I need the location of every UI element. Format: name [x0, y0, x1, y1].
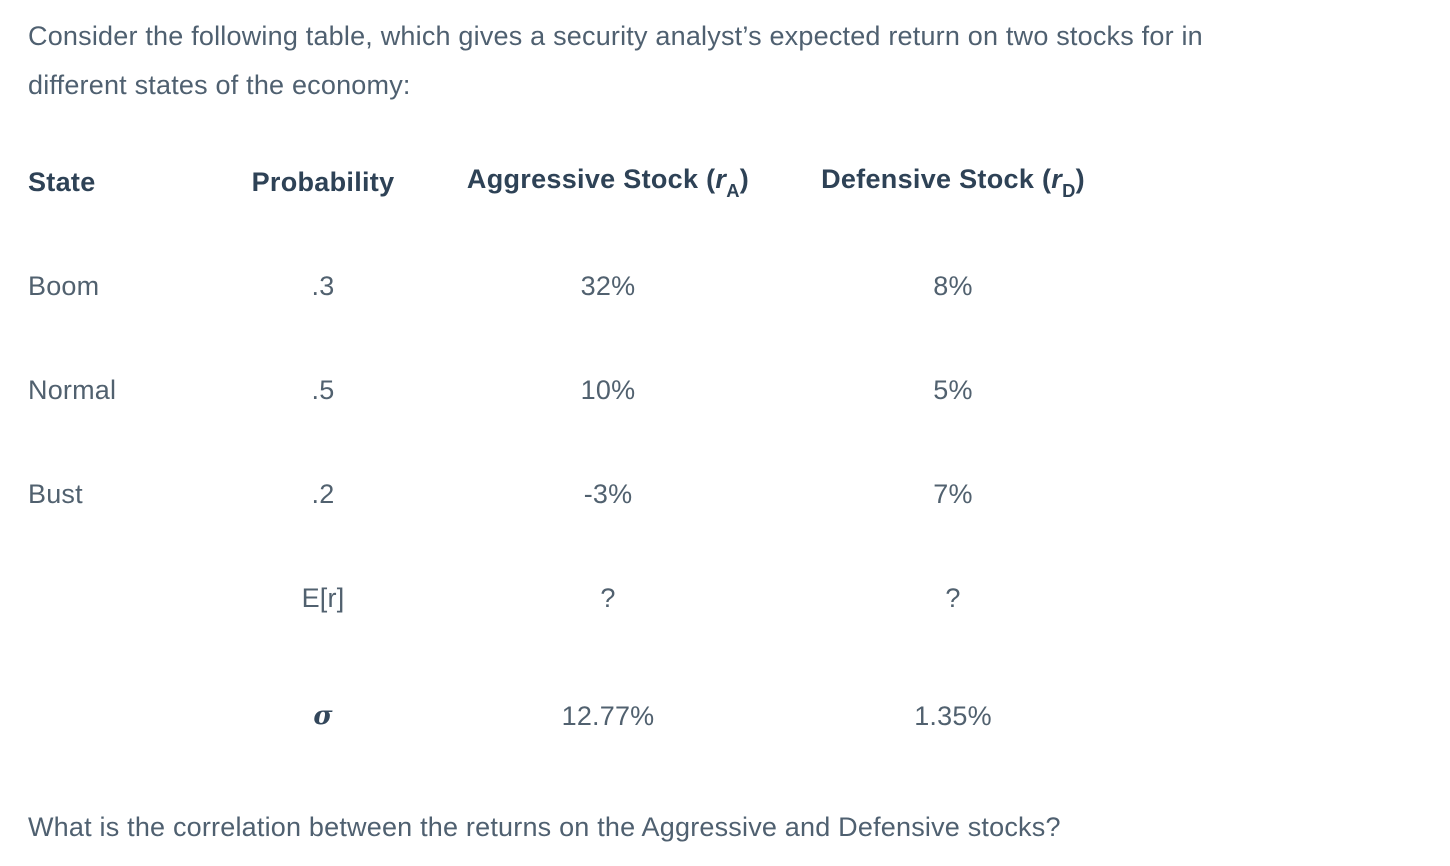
- question-text: What is the correlation between the retu…: [28, 812, 1061, 842]
- expected-return-row: E[r] ? ?: [28, 546, 1450, 650]
- defensive-return-cell: 7%: [933, 478, 973, 509]
- table-row: Bust .2 -3% 7%: [28, 442, 1450, 546]
- table-header-row: State Probability Aggressive Stock (rA) …: [28, 130, 1450, 234]
- probability-cell: .5: [311, 374, 335, 405]
- header-aggressive-prefix: Aggressive Stock (: [466, 164, 716, 195]
- intro-paragraph: Consider the following table, which give…: [28, 12, 1450, 110]
- header-aggressive-stock: Aggressive Stock (rA): [428, 164, 788, 201]
- std-dev-row: σ 12.77% 1.35%: [28, 664, 1450, 768]
- probability-cell: .3: [311, 270, 335, 301]
- aggressive-expected-return-cell: ?: [600, 582, 616, 613]
- aggressive-return-cell: 10%: [580, 374, 636, 405]
- defensive-expected-return-cell: ?: [945, 582, 961, 613]
- sigma-symbol: σ: [313, 701, 333, 731]
- header-defensive-stock: Defensive Stock (rD): [788, 164, 1118, 201]
- expected-return-label: E[r]: [301, 582, 345, 613]
- defensive-std-dev-cell: 1.35%: [914, 700, 992, 731]
- aggressive-std-dev-cell: 12.77%: [561, 700, 655, 731]
- state-cell: Normal: [28, 374, 117, 405]
- header-defensive-prefix: Defensive Stock (: [821, 164, 1052, 195]
- subscript-d: D: [1062, 179, 1076, 201]
- intro-line-1: Consider the following table, which give…: [28, 21, 1203, 51]
- returns-table: State Probability Aggressive Stock (rA) …: [28, 130, 1450, 768]
- intro-line-2: different states of the economy:: [28, 70, 411, 100]
- aggressive-return-cell: 32%: [580, 270, 636, 301]
- defensive-return-cell: 5%: [933, 374, 973, 405]
- aggressive-return-cell: -3%: [583, 478, 633, 509]
- return-symbol: r: [715, 164, 727, 195]
- defensive-return-cell: 8%: [933, 270, 973, 301]
- return-symbol: r: [1051, 164, 1063, 195]
- header-aggressive-suffix: ): [739, 164, 750, 195]
- header-probability: Probability: [251, 166, 395, 197]
- state-cell: Boom: [28, 270, 100, 301]
- subscript-a: A: [726, 179, 740, 201]
- header-state: State: [28, 166, 96, 197]
- table-row: Normal .5 10% 5%: [28, 338, 1450, 442]
- header-defensive-suffix: ): [1075, 164, 1085, 195]
- state-cell: Bust: [28, 478, 83, 509]
- probability-cell: .2: [311, 478, 335, 509]
- table-row: Boom .3 32% 8%: [28, 234, 1450, 338]
